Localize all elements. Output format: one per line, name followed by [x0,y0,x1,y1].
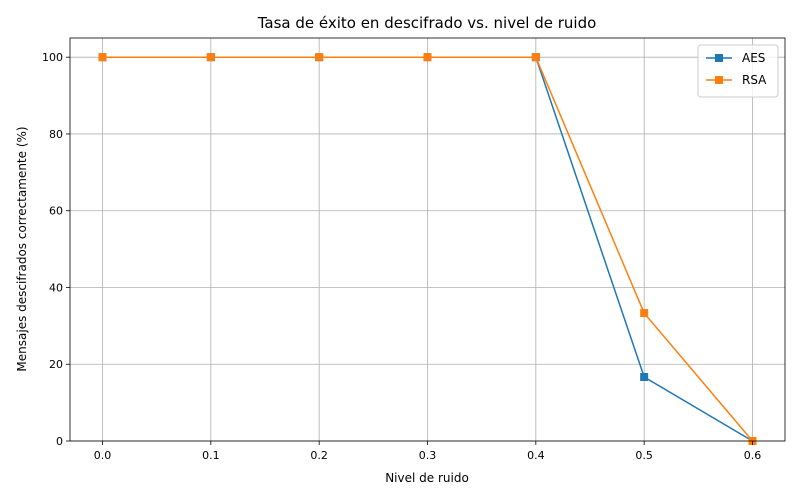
legend-marker [715,54,723,62]
data-point-rsa [423,53,432,62]
x-tick-label: 0.6 [744,449,762,462]
y-tick-label: 60 [49,205,63,218]
data-point-rsa [98,53,107,62]
x-tick-label: 0.1 [202,449,220,462]
data-point-rsa [315,53,324,62]
x-tick-label: 0.2 [310,449,328,462]
legend-label: RSA [742,73,767,87]
legend-label: AES [742,51,765,65]
y-tick-label: 40 [49,281,63,294]
legend-box [697,44,779,98]
legend-item-rsa: RSA [706,73,767,87]
data-point-rsa [531,53,540,62]
x-axis-label: Nivel de ruido [385,471,469,485]
chart-title: Tasa de éxito en descifrado vs. nivel de… [257,14,597,32]
legend: AES RSA [697,44,779,98]
data-point-rsa [640,309,649,318]
data-point-rsa [206,53,215,62]
series-layer [98,53,757,445]
legend-marker [715,76,723,84]
legend-item-aes: AES [706,51,765,65]
y-tick-label: 20 [49,358,63,371]
x-tick-label: 0.5 [635,449,653,462]
x-tick-label: 0.4 [527,449,545,462]
y-tick-label: 0 [56,435,63,448]
x-tick-label: 0.0 [94,449,112,462]
y-tick-label: 100 [42,51,63,64]
y-tick-label: 80 [49,128,63,141]
y-axis: 0 20 40 60 80 100 [42,51,70,448]
x-axis: 0.0 0.1 0.2 0.3 0.4 0.5 0.6 [94,441,762,462]
data-point-aes [640,373,649,382]
y-axis-label: Mensajes descifrados correctamente (%) [15,126,29,371]
x-tick-label: 0.3 [419,449,437,462]
